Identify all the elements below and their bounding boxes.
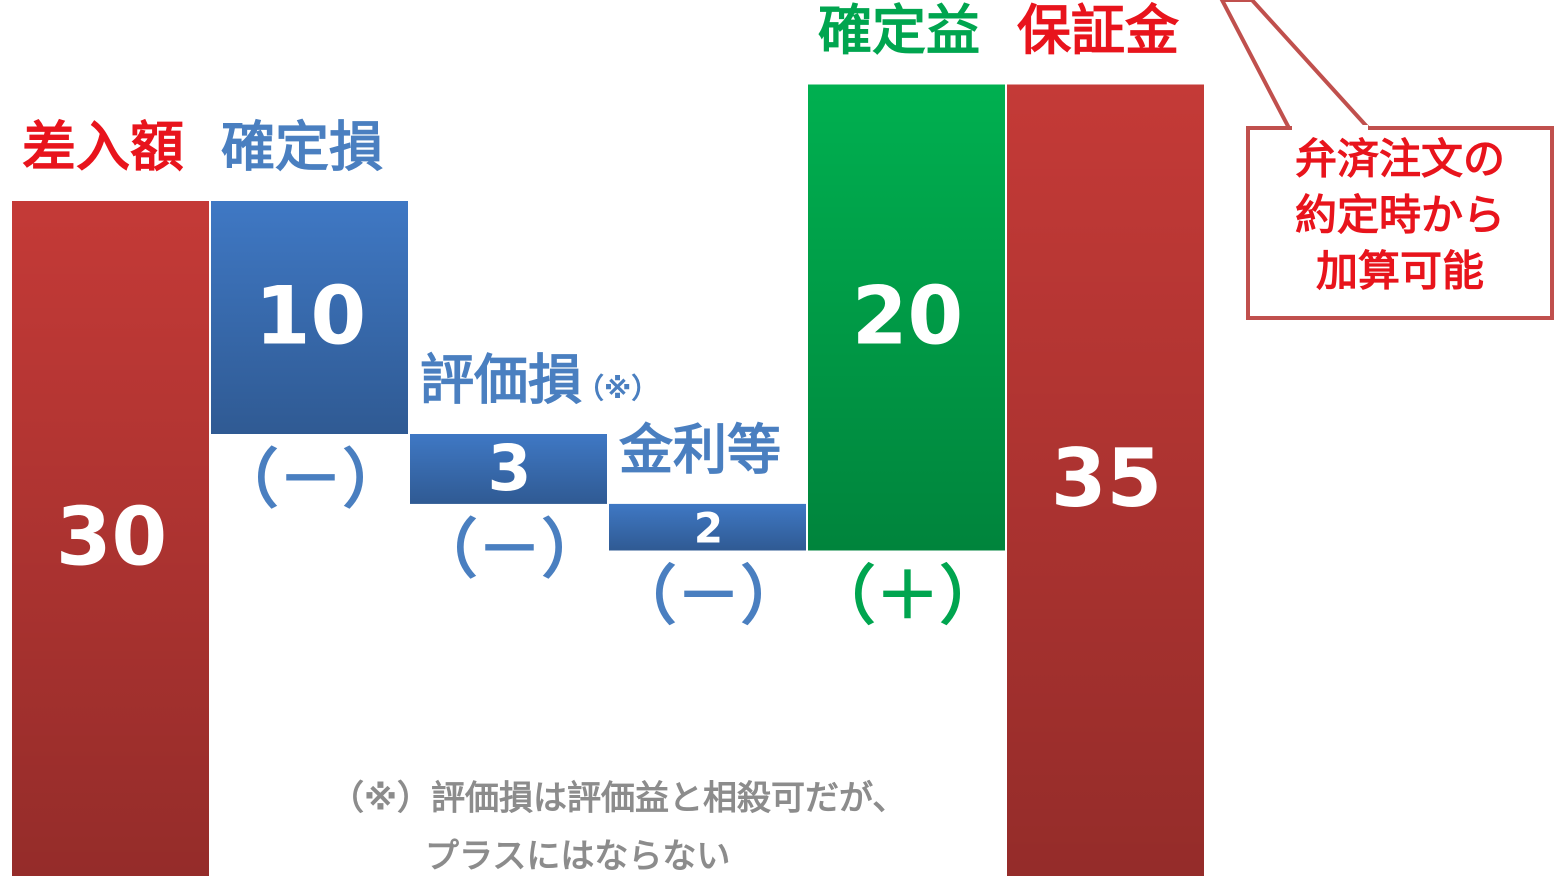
value-label: 10 xyxy=(255,269,366,362)
callout-text: 加算可能 xyxy=(1316,247,1484,296)
value-label: 35 xyxy=(1051,432,1162,525)
sign-label: （－） xyxy=(613,560,805,634)
bar-shade xyxy=(12,201,209,876)
callout-text: 弁済注文の xyxy=(1295,135,1505,184)
footnote: （※）評価損は評価益と相殺可だが、 xyxy=(330,779,906,819)
sign-label: （＋） xyxy=(812,560,1004,634)
category-note: （※） xyxy=(576,372,659,405)
callout: 弁済注文の 約定時から 加算可能 xyxy=(1219,0,1554,320)
callout-text: 約定時から xyxy=(1295,191,1505,240)
bar-shade xyxy=(808,84,1005,551)
callout-box xyxy=(1246,126,1554,320)
category-label: 評価損 xyxy=(420,349,582,412)
sign-label: （－） xyxy=(215,444,407,518)
sign-label: （－） xyxy=(414,513,606,587)
bar-shade xyxy=(211,201,408,434)
category-label: 保証金 xyxy=(1017,0,1180,62)
value-label: 3 xyxy=(488,432,532,505)
value-label: 2 xyxy=(694,504,723,553)
category-label: 差入額 xyxy=(22,116,184,179)
footnote: プラスにはならない xyxy=(425,837,730,876)
category-label: 確定損 xyxy=(221,116,383,179)
value-label: 20 xyxy=(852,269,963,362)
bar-shade xyxy=(609,503,806,551)
bar-shade xyxy=(1007,84,1204,876)
value-label: 30 xyxy=(56,490,167,583)
category-label: 確定益 xyxy=(818,0,980,62)
callout-pointer xyxy=(1219,0,1375,132)
bar-shade xyxy=(410,434,607,504)
category-label: 金利等 xyxy=(618,419,781,482)
